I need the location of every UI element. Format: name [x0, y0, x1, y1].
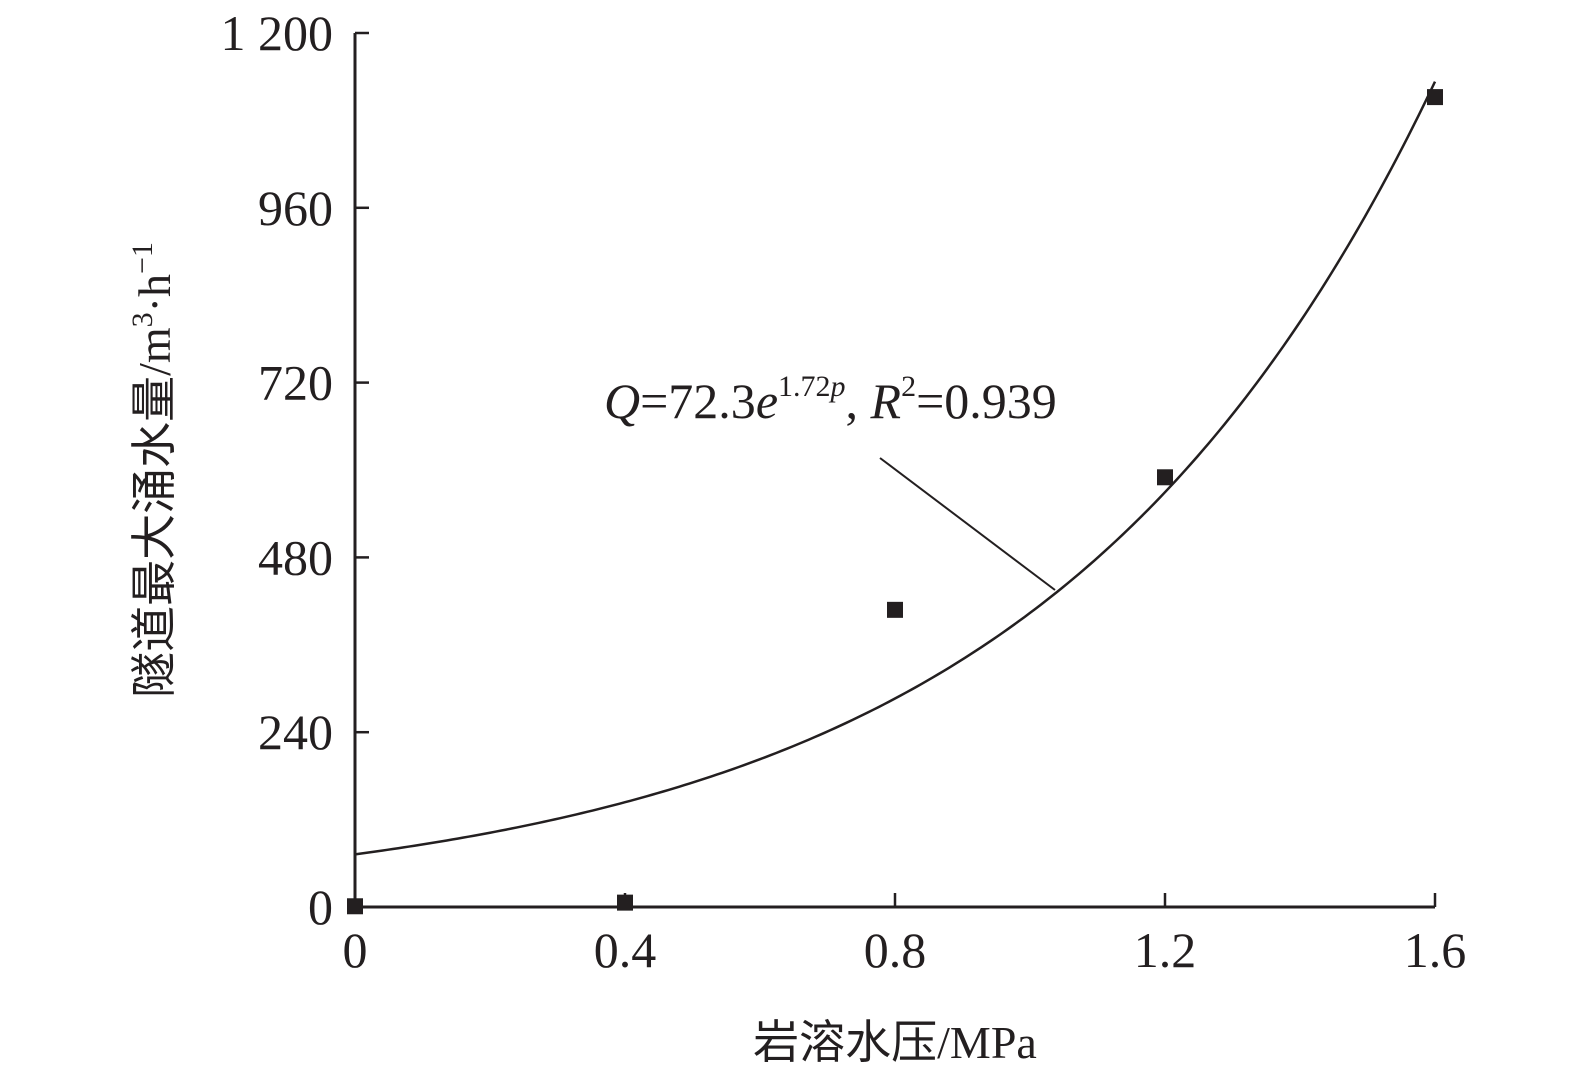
y-axis-title: 隧道最大涌水量/m3·h−1 — [126, 242, 180, 698]
fit-eq-sep: , — [846, 373, 871, 429]
y-tick-label-1: 240 — [258, 704, 333, 760]
fit-eq-e: e — [756, 373, 778, 429]
x-tick-label-3: 1.2 — [1134, 922, 1197, 978]
y-axis-title-sup1: 3 — [126, 312, 159, 327]
y-axis-title-mid: ·h — [129, 274, 180, 312]
fit-eq-r: R — [870, 373, 902, 429]
y-tick-label-5: 1 200 — [221, 5, 334, 61]
y-tick-label-2: 480 — [258, 529, 333, 585]
data-point-0 — [347, 898, 363, 915]
fit-eq-r-sup: 2 — [901, 370, 916, 403]
y-tick-label-0: 0 — [308, 879, 333, 935]
fit-eq-main: =72.3 — [640, 373, 756, 429]
x-tick-label-2: 0.8 — [864, 922, 927, 978]
x-tick-label-0: 0 — [343, 922, 368, 978]
fit-eq-q: Q — [604, 373, 640, 429]
x-tick-label-1: 0.4 — [594, 922, 657, 978]
annotation-leader-line — [879, 457, 1056, 591]
y-axis-title-main: 隧道最大涌水量/m — [129, 327, 180, 698]
data-point-3 — [1157, 469, 1173, 486]
fit-curve — [354, 81, 1437, 856]
axis-tick-labels: 0 240 480 720 960 1 200 0 0.4 0.8 1.2 1.6 — [221, 5, 1467, 978]
x-tick-label-4: 1.6 — [1404, 922, 1467, 978]
y-tick-label-3: 720 — [258, 355, 333, 411]
data-point-2 — [887, 601, 903, 618]
data-points — [347, 89, 1443, 915]
fit-eq-r-value: =0.939 — [916, 373, 1057, 429]
fit-eq-exponent: 1.72 — [778, 370, 831, 403]
fit-equation: Q=72.3e1.72p, R2=0.939 — [604, 370, 1057, 429]
x-axis-title: 岩溶水压/MPa — [753, 1017, 1037, 1068]
y-tick-label-4: 960 — [258, 180, 333, 236]
y-axis-title-sup2: −1 — [126, 242, 159, 274]
fit-eq-p: p — [829, 370, 846, 403]
data-point-4 — [1427, 89, 1443, 106]
data-point-1 — [617, 894, 633, 911]
